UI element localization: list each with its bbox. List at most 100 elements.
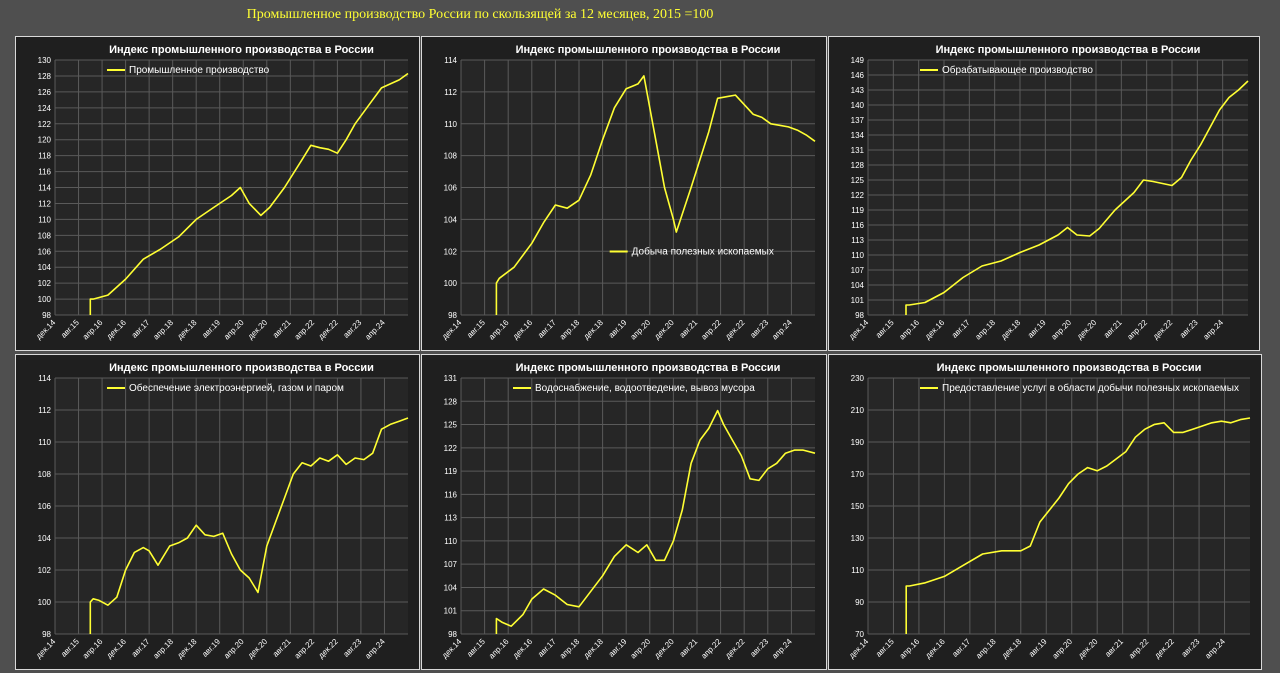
- y-tick-label: 131: [444, 374, 458, 383]
- series-line: [495, 75, 816, 315]
- y-tick-label: 114: [38, 184, 51, 193]
- y-tick-label: 100: [444, 279, 458, 288]
- y-tick-label: 101: [851, 296, 865, 305]
- chart-title: Индекс промышленного производства в Росс…: [936, 44, 1201, 56]
- y-tick-label: 108: [444, 152, 458, 161]
- y-tick-label: 106: [38, 502, 52, 511]
- y-tick-label: 113: [851, 236, 864, 245]
- chart-panel-mining: 98 100 102 104 106 108 110 112 114 дек.14 авг.15 ап…: [421, 36, 827, 351]
- y-tick-label: 119: [444, 467, 457, 476]
- y-tick-label: 114: [444, 56, 457, 65]
- y-tick-label: 110: [38, 215, 51, 224]
- legend-label: Водоснабжение, водоотведение, вывоз мусо…: [535, 382, 755, 394]
- y-tick-label: 126: [38, 88, 52, 97]
- y-tick-label: 98: [448, 630, 457, 639]
- y-tick-label: 130: [38, 56, 52, 65]
- y-tick-label: 122: [444, 444, 458, 453]
- page-title: Промышленное производство России по скол…: [246, 7, 714, 22]
- y-tick-label: 104: [444, 583, 458, 592]
- chart-title: Индекс промышленного производства в Росс…: [109, 44, 374, 56]
- y-tick-label: 210: [851, 406, 865, 415]
- chart-title: Индекс промышленного производства в Росс…: [516, 44, 781, 56]
- chart-panel-manufacturing: 98 101 104 107 110 113 116 119 122 125 128 131 134 13…: [828, 36, 1260, 351]
- y-tick-label: 122: [38, 120, 52, 129]
- y-tick-label: 107: [851, 266, 865, 275]
- legend-label: Промышленное производство: [129, 65, 270, 76]
- y-tick-label: 122: [851, 191, 865, 200]
- y-tick-label: 100: [38, 295, 52, 304]
- y-tick-label: 131: [851, 146, 865, 155]
- y-tick-label: 190: [851, 438, 865, 447]
- y-tick-label: 104: [38, 534, 52, 543]
- legend-label: Добыча полезных ископаемых: [632, 245, 774, 257]
- y-tick-label: 102: [444, 247, 458, 256]
- y-tick-label: 90: [855, 598, 864, 607]
- y-tick-label: 128: [444, 397, 458, 406]
- legend-label: Обрабатывающее производство: [942, 64, 1093, 76]
- y-tick-label: 119: [851, 206, 864, 215]
- series-line: [89, 72, 409, 315]
- y-tick-label: 118: [38, 152, 51, 161]
- chart-panel-industrial-production: 98 100 102 104 106 108 110 112 114 116 118 120 122 12…: [15, 36, 420, 351]
- y-tick-label: 143: [851, 86, 865, 95]
- y-tick-label: 114: [38, 374, 51, 383]
- y-tick-label: 98: [855, 311, 864, 320]
- y-tick-label: 230: [851, 374, 865, 383]
- y-tick-label: 120: [38, 136, 52, 145]
- chart-panel-water-supply: 98 101 104 107 110 113 116 119 122 125 128 131 дек.1…: [421, 354, 827, 670]
- y-tick-label: 98: [42, 311, 51, 320]
- y-tick-label: 110: [851, 251, 864, 260]
- plot-area: [868, 60, 1248, 315]
- legend-label: Обеспечение электроэнергией, газом и пар…: [129, 382, 344, 394]
- y-tick-label: 104: [444, 215, 458, 224]
- chart-svg: 98101104107110113116119122125128131дек.1…: [421, 354, 827, 670]
- y-tick-label: 70: [855, 630, 864, 639]
- y-tick-label: 140: [851, 101, 865, 110]
- y-tick-label: 110: [444, 120, 457, 129]
- y-tick-label: 112: [38, 199, 51, 208]
- y-tick-label: 125: [851, 176, 865, 185]
- y-tick-label: 112: [444, 88, 457, 97]
- series-line: [905, 80, 1249, 315]
- chart-title: Индекс промышленного производства в Росс…: [516, 362, 781, 374]
- y-tick-label: 112: [38, 406, 51, 415]
- chart-panel-mining-services: 70 90 110 130 150 170 190 210 230 дек.14 авг.15 апр…: [828, 354, 1262, 670]
- y-tick-label: 110: [444, 537, 457, 546]
- y-tick-label: 125: [444, 421, 458, 430]
- chart-svg: 98 100 102 104 106 108 110 112 114 116 118 120 122 12…: [15, 36, 420, 351]
- y-tick-label: 116: [851, 221, 864, 230]
- y-tick-label: 113: [444, 514, 457, 523]
- y-tick-label: 150: [851, 502, 865, 511]
- y-tick-label: 98: [448, 311, 457, 320]
- chart-svg: 98 101 104 107 110 113 116 119 122 125 128 131 134 13…: [828, 36, 1260, 351]
- y-tick-label: 116: [38, 168, 51, 177]
- y-tick-label: 108: [38, 231, 52, 240]
- chart-panel-electricity: 98 100 102 104 106 108 110 112 114 дек.14 авг.15 ап…: [15, 354, 420, 670]
- y-tick-label: 134: [851, 131, 865, 140]
- y-tick-label: 110: [38, 438, 51, 447]
- y-tick-label: 106: [444, 184, 458, 193]
- y-tick-label: 102: [38, 566, 52, 575]
- y-tick-label: 146: [851, 71, 865, 80]
- series-line: [495, 409, 816, 634]
- y-tick-label: 116: [444, 490, 457, 499]
- y-tick-label: 102: [38, 279, 52, 288]
- chart-title: Индекс промышленного производства в Росс…: [937, 362, 1202, 374]
- y-tick-label: 106: [38, 247, 52, 256]
- series-line: [89, 417, 409, 634]
- y-tick-label: 98: [42, 630, 51, 639]
- y-tick-label: 137: [851, 116, 865, 125]
- chart-title: Индекс промышленного производства в Росс…: [109, 362, 374, 374]
- y-tick-label: 149: [851, 56, 865, 65]
- y-tick-label: 110: [851, 566, 864, 575]
- y-tick-label: 108: [38, 470, 52, 479]
- y-tick-label: 107: [444, 560, 458, 569]
- y-tick-label: 128: [38, 72, 52, 81]
- y-tick-label: 170: [851, 470, 865, 479]
- legend-label: Предоставление услуг в области добычи по…: [942, 382, 1239, 394]
- y-tick-label: 124: [38, 104, 52, 113]
- plot-area: [461, 378, 815, 634]
